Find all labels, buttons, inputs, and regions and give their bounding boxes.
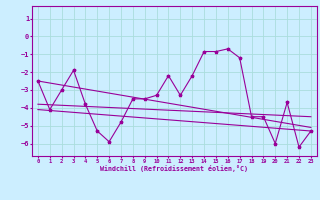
X-axis label: Windchill (Refroidissement éolien,°C): Windchill (Refroidissement éolien,°C) <box>100 165 248 172</box>
